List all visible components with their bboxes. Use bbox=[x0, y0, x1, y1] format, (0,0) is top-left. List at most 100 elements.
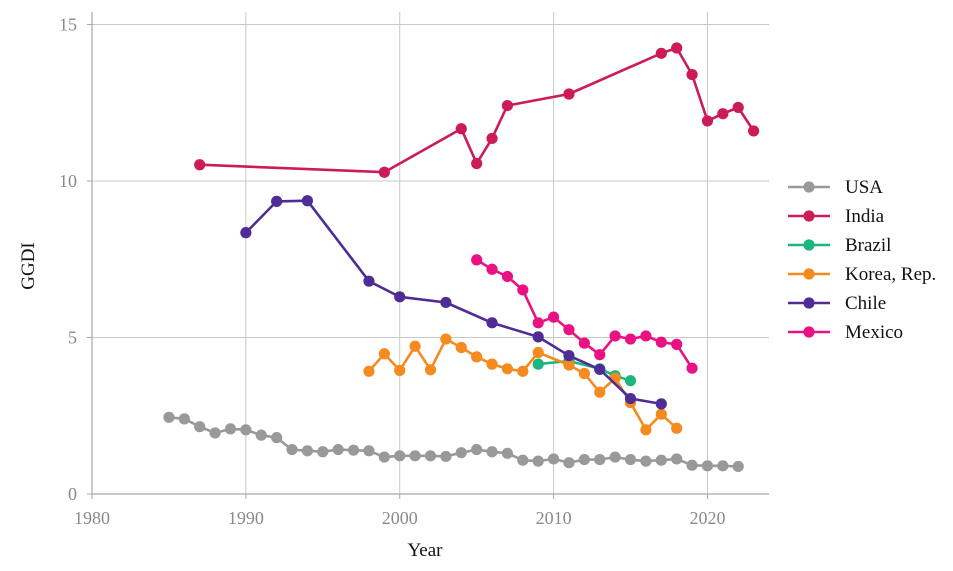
data-point-usa-2007 bbox=[501, 447, 514, 459]
legend-item-usa: USA bbox=[788, 177, 883, 198]
data-point-korea-rep-2003 bbox=[440, 333, 452, 345]
data-point-usa-2010 bbox=[547, 453, 560, 465]
data-point-india-2021 bbox=[717, 108, 729, 120]
data-point-india-1999 bbox=[378, 166, 390, 178]
data-point-korea-rep-2014 bbox=[609, 372, 621, 384]
data-point-usa-1987 bbox=[194, 421, 206, 433]
legend-label-mexico: Mexico bbox=[845, 322, 903, 343]
series-mexico bbox=[471, 254, 698, 374]
y-tick-label-0: 0 bbox=[68, 484, 77, 504]
data-point-chile-1994 bbox=[301, 195, 314, 207]
data-point-korea-rep-2011 bbox=[563, 359, 575, 371]
data-point-usa-2021 bbox=[717, 460, 729, 472]
series-group bbox=[163, 42, 760, 473]
data-point-usa-1995 bbox=[317, 446, 329, 458]
data-point-korea-rep-2007 bbox=[501, 363, 514, 375]
data-point-usa-2020 bbox=[701, 460, 714, 472]
x-tick-label-2010: 2010 bbox=[536, 508, 572, 528]
data-point-india-2023 bbox=[748, 125, 760, 137]
data-point-chile-2013 bbox=[594, 363, 606, 376]
data-point-usa-2011 bbox=[563, 457, 575, 469]
data-point-india-2006 bbox=[486, 132, 498, 145]
data-point-usa-1993 bbox=[286, 443, 298, 456]
data-point-chile-1998 bbox=[363, 275, 375, 287]
data-point-chile-2011 bbox=[563, 350, 575, 362]
data-point-india-2018 bbox=[671, 42, 683, 54]
data-point-chile-1990 bbox=[240, 227, 252, 239]
data-point-chile-2017 bbox=[655, 398, 667, 410]
legend-swatch-marker-korea-rep bbox=[803, 268, 815, 280]
data-point-india-2022 bbox=[732, 101, 744, 114]
x-tick-label-2000: 2000 bbox=[382, 508, 418, 528]
legend-label-india: India bbox=[845, 206, 885, 227]
data-point-mexico-2006 bbox=[486, 263, 498, 275]
series-line-india bbox=[198, 46, 755, 174]
y-tick-label-15: 15 bbox=[59, 15, 77, 35]
data-point-mexico-2011 bbox=[563, 324, 575, 336]
data-point-usa-2013 bbox=[594, 453, 606, 466]
series-line-usa bbox=[167, 415, 740, 468]
y-tick-label-5: 5 bbox=[68, 328, 77, 348]
data-point-mexico-2019 bbox=[686, 362, 698, 374]
data-point-chile-2009 bbox=[532, 331, 544, 343]
data-point-korea-rep-2016 bbox=[640, 424, 652, 436]
data-point-usa-2017 bbox=[655, 454, 667, 466]
data-point-korea-rep-2001 bbox=[409, 340, 421, 352]
data-point-usa-1998 bbox=[363, 445, 375, 457]
y-tick-label-10: 10 bbox=[59, 171, 77, 191]
legend-swatch-marker-brazil bbox=[803, 239, 815, 251]
data-point-mexico-2010 bbox=[547, 311, 560, 323]
data-point-usa-1989 bbox=[224, 423, 237, 435]
data-point-india-2004 bbox=[455, 123, 467, 135]
y-axis-title: GGDI bbox=[18, 242, 39, 290]
data-point-brazil-2009 bbox=[532, 358, 544, 370]
data-point-usa-1996 bbox=[332, 443, 344, 456]
data-point-chile-1992 bbox=[271, 195, 283, 207]
data-point-korea-rep-1999 bbox=[378, 348, 390, 360]
data-point-korea-rep-2005 bbox=[471, 351, 483, 363]
data-point-korea-rep-2013 bbox=[594, 386, 606, 398]
data-point-india-2020 bbox=[701, 115, 714, 127]
legend-swatch-marker-india bbox=[803, 210, 815, 222]
data-point-usa-2014 bbox=[609, 451, 621, 463]
data-point-chile-2000 bbox=[394, 291, 406, 303]
data-point-mexico-2017 bbox=[655, 336, 667, 348]
series-india bbox=[194, 42, 760, 178]
data-point-mexico-2014 bbox=[609, 330, 621, 342]
data-point-usa-2016 bbox=[640, 455, 652, 467]
legend-item-korea-rep: Korea, Rep. bbox=[788, 264, 936, 285]
x-axis-title: Year bbox=[407, 540, 443, 561]
legend-swatch-marker-usa bbox=[803, 181, 815, 193]
data-point-usa-1991 bbox=[255, 429, 267, 441]
gridlines bbox=[91, 12, 769, 495]
data-point-usa-1997 bbox=[347, 444, 360, 456]
data-point-brazil-2015 bbox=[624, 375, 637, 387]
data-point-usa-2005 bbox=[471, 443, 483, 456]
legend-label-brazil: Brazil bbox=[845, 235, 891, 256]
data-point-india-2007 bbox=[501, 99, 514, 112]
data-point-korea-rep-2008 bbox=[517, 365, 529, 377]
data-point-mexico-2015 bbox=[624, 333, 637, 345]
data-point-mexico-2013 bbox=[594, 349, 606, 361]
legend: USA India Brazil Korea, Rep. Chile Mexico bbox=[788, 177, 936, 343]
data-point-usa-2015 bbox=[624, 453, 637, 466]
data-point-usa-1999 bbox=[378, 451, 390, 463]
data-point-mexico-2007 bbox=[501, 270, 514, 283]
x-tick-label-2020: 2020 bbox=[689, 508, 725, 528]
data-point-usa-2004 bbox=[455, 447, 467, 459]
data-point-korea-rep-2012 bbox=[578, 367, 590, 380]
data-point-mexico-2009 bbox=[532, 317, 544, 329]
data-point-mexico-2018 bbox=[671, 338, 683, 350]
legend-item-brazil: Brazil bbox=[788, 235, 891, 256]
legend-item-chile: Chile bbox=[788, 293, 886, 314]
data-point-usa-2018 bbox=[671, 453, 683, 465]
data-point-korea-rep-2004 bbox=[455, 341, 467, 354]
series-chile bbox=[240, 195, 667, 410]
legend-swatch-marker-chile bbox=[803, 297, 815, 309]
data-point-usa-1988 bbox=[209, 427, 221, 439]
data-point-korea-rep-1998 bbox=[363, 365, 375, 377]
data-point-usa-2002 bbox=[424, 450, 437, 462]
data-point-usa-1990 bbox=[240, 424, 252, 436]
